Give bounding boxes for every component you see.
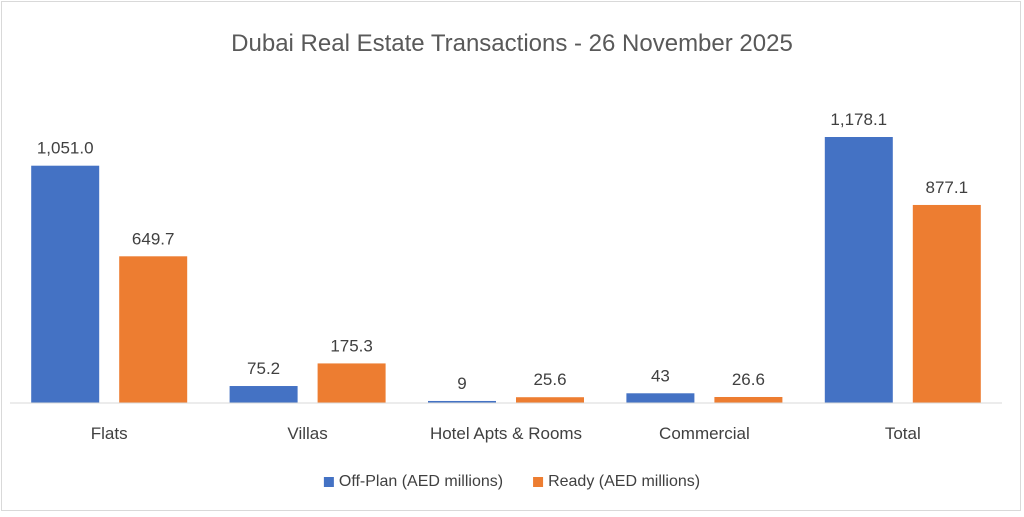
bar-ready	[317, 363, 386, 403]
bar-ready	[912, 204, 981, 403]
bar-ready	[516, 397, 584, 403]
category-label: Flats	[91, 424, 128, 443]
bars-group	[31, 137, 981, 403]
bar-off-plan	[428, 400, 496, 403]
legend-label: Off-Plan (AED millions)	[339, 473, 503, 490]
legend-item: Off-Plan (AED millions)	[323, 473, 503, 490]
category-labels-group: Flats Villas Hotel Apts & Rooms Commercial T…	[91, 424, 921, 443]
data-label: 1,051.0	[37, 139, 94, 158]
legend-swatch	[323, 477, 334, 487]
data-label: 25.6	[533, 370, 566, 389]
data-label: 649.7	[132, 229, 175, 248]
data-labels-group: 1,051.0 649.7 75.2 175.3 9 25.6 43 26.6 1,178.1 8…	[37, 110, 968, 393]
data-label: 75.2	[247, 359, 280, 378]
legend-label: Ready (AED millions)	[548, 473, 700, 490]
legend: Off-Plan (AED millions) Ready (AED millio…	[323, 473, 700, 490]
chart-title: Dubai Real Estate Transactions - 26 Nove…	[231, 30, 793, 57]
data-label: 1,178.1	[830, 110, 887, 129]
data-label: 26.6	[732, 370, 765, 389]
category-label: Hotel Apts & Rooms	[430, 424, 582, 443]
bar-off-plan	[626, 393, 695, 403]
bar-off-plan	[229, 386, 298, 403]
category-label: Villas	[287, 424, 327, 443]
bar-ready	[714, 396, 783, 403]
bar-off-plan	[824, 137, 893, 403]
bar-off-plan	[31, 165, 100, 403]
category-label: Total	[885, 424, 921, 443]
data-label: 43	[651, 366, 670, 385]
data-label: 877.1	[926, 178, 969, 197]
data-label: 9	[457, 374, 466, 393]
data-label: 175.3	[330, 336, 373, 355]
legend-item: Ready (AED millions)	[533, 473, 700, 490]
category-label: Commercial	[659, 424, 750, 443]
bar-ready	[119, 256, 188, 403]
legend-swatch	[533, 477, 544, 487]
